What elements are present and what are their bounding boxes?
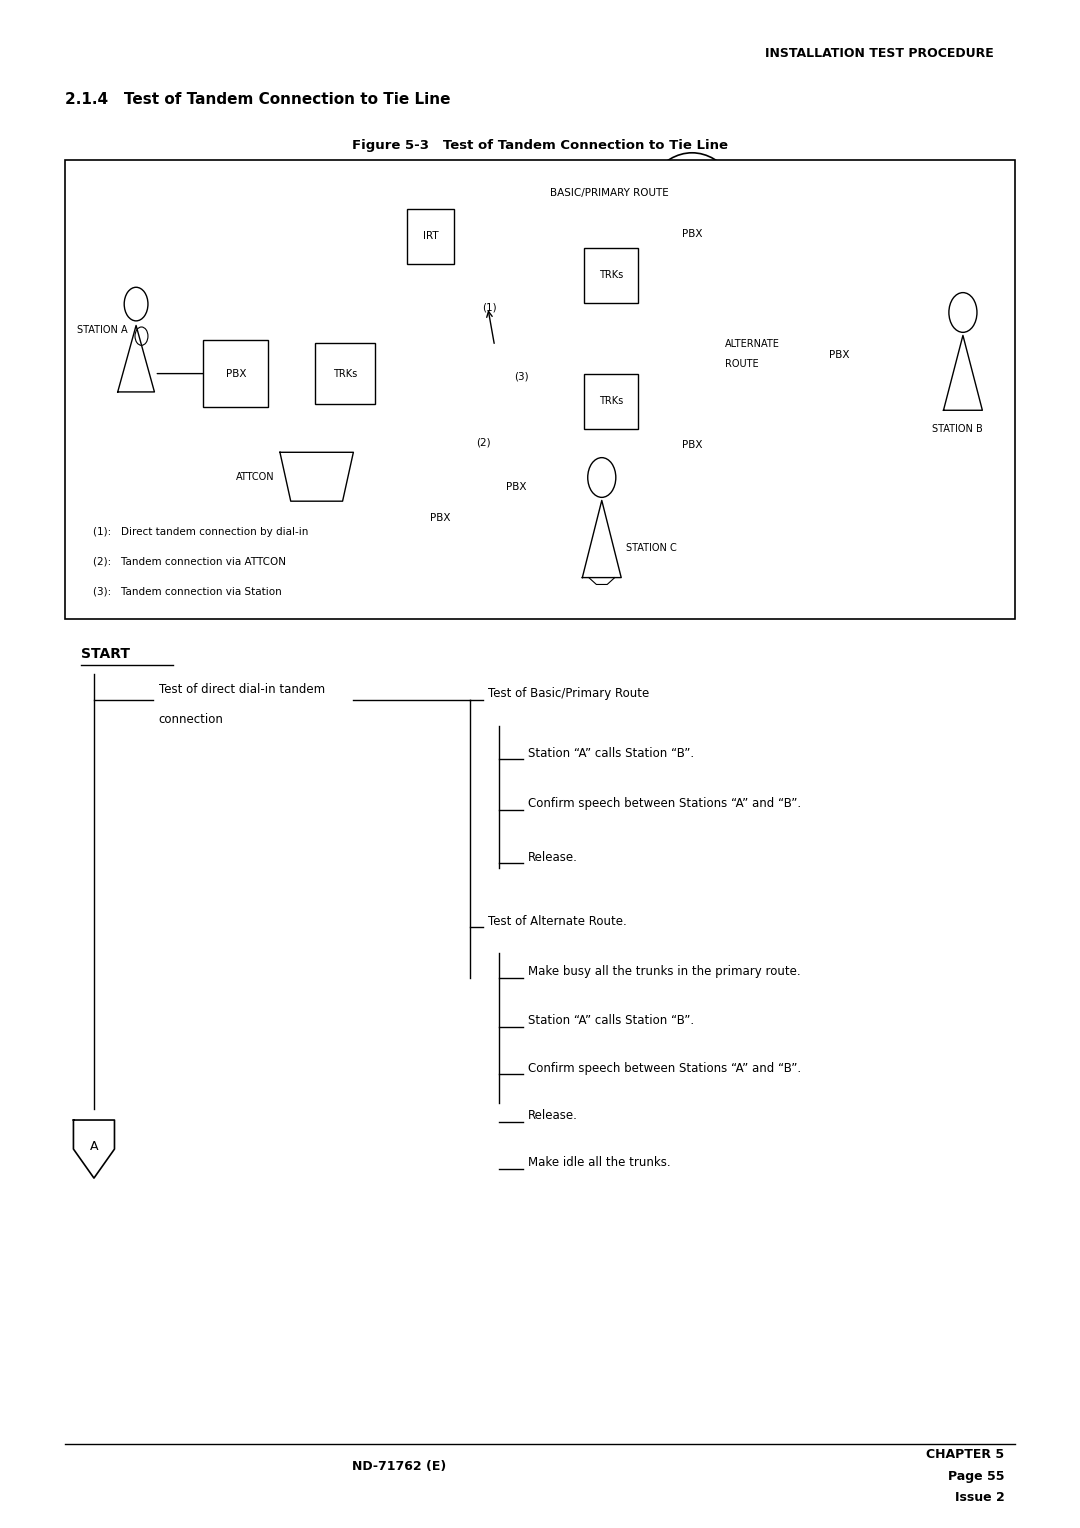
Text: ROUTE: ROUTE bbox=[726, 359, 759, 370]
Text: connection: connection bbox=[159, 714, 224, 726]
Text: Issue 2: Issue 2 bbox=[955, 1491, 1004, 1504]
Text: (1): (1) bbox=[482, 303, 497, 313]
Polygon shape bbox=[118, 325, 154, 391]
Text: (3):   Tandem connection via Station: (3): Tandem connection via Station bbox=[93, 587, 282, 596]
Text: PBX: PBX bbox=[681, 229, 702, 238]
Text: STATION A: STATION A bbox=[77, 325, 127, 335]
Polygon shape bbox=[582, 501, 621, 578]
Text: PBX: PBX bbox=[829, 350, 850, 361]
Text: CHAPTER 5: CHAPTER 5 bbox=[927, 1449, 1004, 1461]
Text: STATION C: STATION C bbox=[625, 542, 676, 553]
Text: IRT: IRT bbox=[423, 231, 438, 241]
Text: ND-71762 (E): ND-71762 (E) bbox=[352, 1461, 447, 1473]
Bar bbox=[315, 342, 376, 403]
Text: Release.: Release. bbox=[528, 851, 578, 863]
Text: START: START bbox=[81, 646, 130, 662]
Text: PBX: PBX bbox=[681, 440, 702, 449]
Polygon shape bbox=[280, 452, 353, 501]
Text: (2): (2) bbox=[476, 437, 491, 448]
Text: TRKs: TRKs bbox=[599, 396, 623, 406]
Bar bbox=[407, 209, 455, 264]
Text: Confirm speech between Stations “A” and “B”.: Confirm speech between Stations “A” and … bbox=[528, 798, 801, 810]
Text: Figure 5-3   Test of Tandem Connection to Tie Line: Figure 5-3 Test of Tandem Connection to … bbox=[352, 139, 728, 151]
Polygon shape bbox=[944, 335, 983, 410]
Text: Release.: Release. bbox=[528, 1109, 578, 1122]
Text: ALTERNATE: ALTERNATE bbox=[726, 339, 780, 348]
Text: Test of Alternate Route.: Test of Alternate Route. bbox=[488, 915, 626, 927]
Text: (3): (3) bbox=[514, 371, 529, 382]
Text: Page 55: Page 55 bbox=[948, 1470, 1004, 1482]
Bar bbox=[584, 248, 638, 303]
Text: STATION B: STATION B bbox=[932, 423, 983, 434]
Text: Station “A” calls Station “B”.: Station “A” calls Station “B”. bbox=[528, 747, 694, 759]
Text: PBX: PBX bbox=[226, 368, 246, 379]
Text: A: A bbox=[90, 1140, 98, 1152]
Bar bbox=[65, 160, 1015, 619]
Text: Confirm speech between Stations “A” and “B”.: Confirm speech between Stations “A” and … bbox=[528, 1062, 801, 1074]
Text: Station “A” calls Station “B”.: Station “A” calls Station “B”. bbox=[528, 1015, 694, 1027]
Text: Test of Basic/Primary Route: Test of Basic/Primary Route bbox=[488, 688, 649, 700]
Text: (1):   Direct tandem connection by dial-in: (1): Direct tandem connection by dial-in bbox=[93, 527, 309, 536]
Text: INSTALLATION TEST PROCEDURE: INSTALLATION TEST PROCEDURE bbox=[765, 47, 994, 60]
Text: (2):   Tandem connection via ATTCON: (2): Tandem connection via ATTCON bbox=[93, 556, 286, 567]
Text: Test of direct dial-in tandem: Test of direct dial-in tandem bbox=[159, 683, 325, 695]
Text: BASIC/PRIMARY ROUTE: BASIC/PRIMARY ROUTE bbox=[550, 188, 669, 197]
Text: Make idle all the trunks.: Make idle all the trunks. bbox=[528, 1157, 671, 1169]
Text: TRKs: TRKs bbox=[599, 270, 623, 280]
Text: PBX: PBX bbox=[430, 513, 450, 523]
Text: Make busy all the trunks in the primary route.: Make busy all the trunks in the primary … bbox=[528, 966, 800, 978]
Bar bbox=[584, 373, 638, 428]
Polygon shape bbox=[73, 1120, 114, 1178]
Bar bbox=[203, 339, 268, 406]
Text: PBX: PBX bbox=[507, 481, 526, 492]
Text: ATTCON: ATTCON bbox=[235, 472, 274, 481]
Text: 2.1.4   Test of Tandem Connection to Tie Line: 2.1.4 Test of Tandem Connection to Tie L… bbox=[65, 92, 450, 107]
Text: TRKs: TRKs bbox=[333, 368, 357, 379]
